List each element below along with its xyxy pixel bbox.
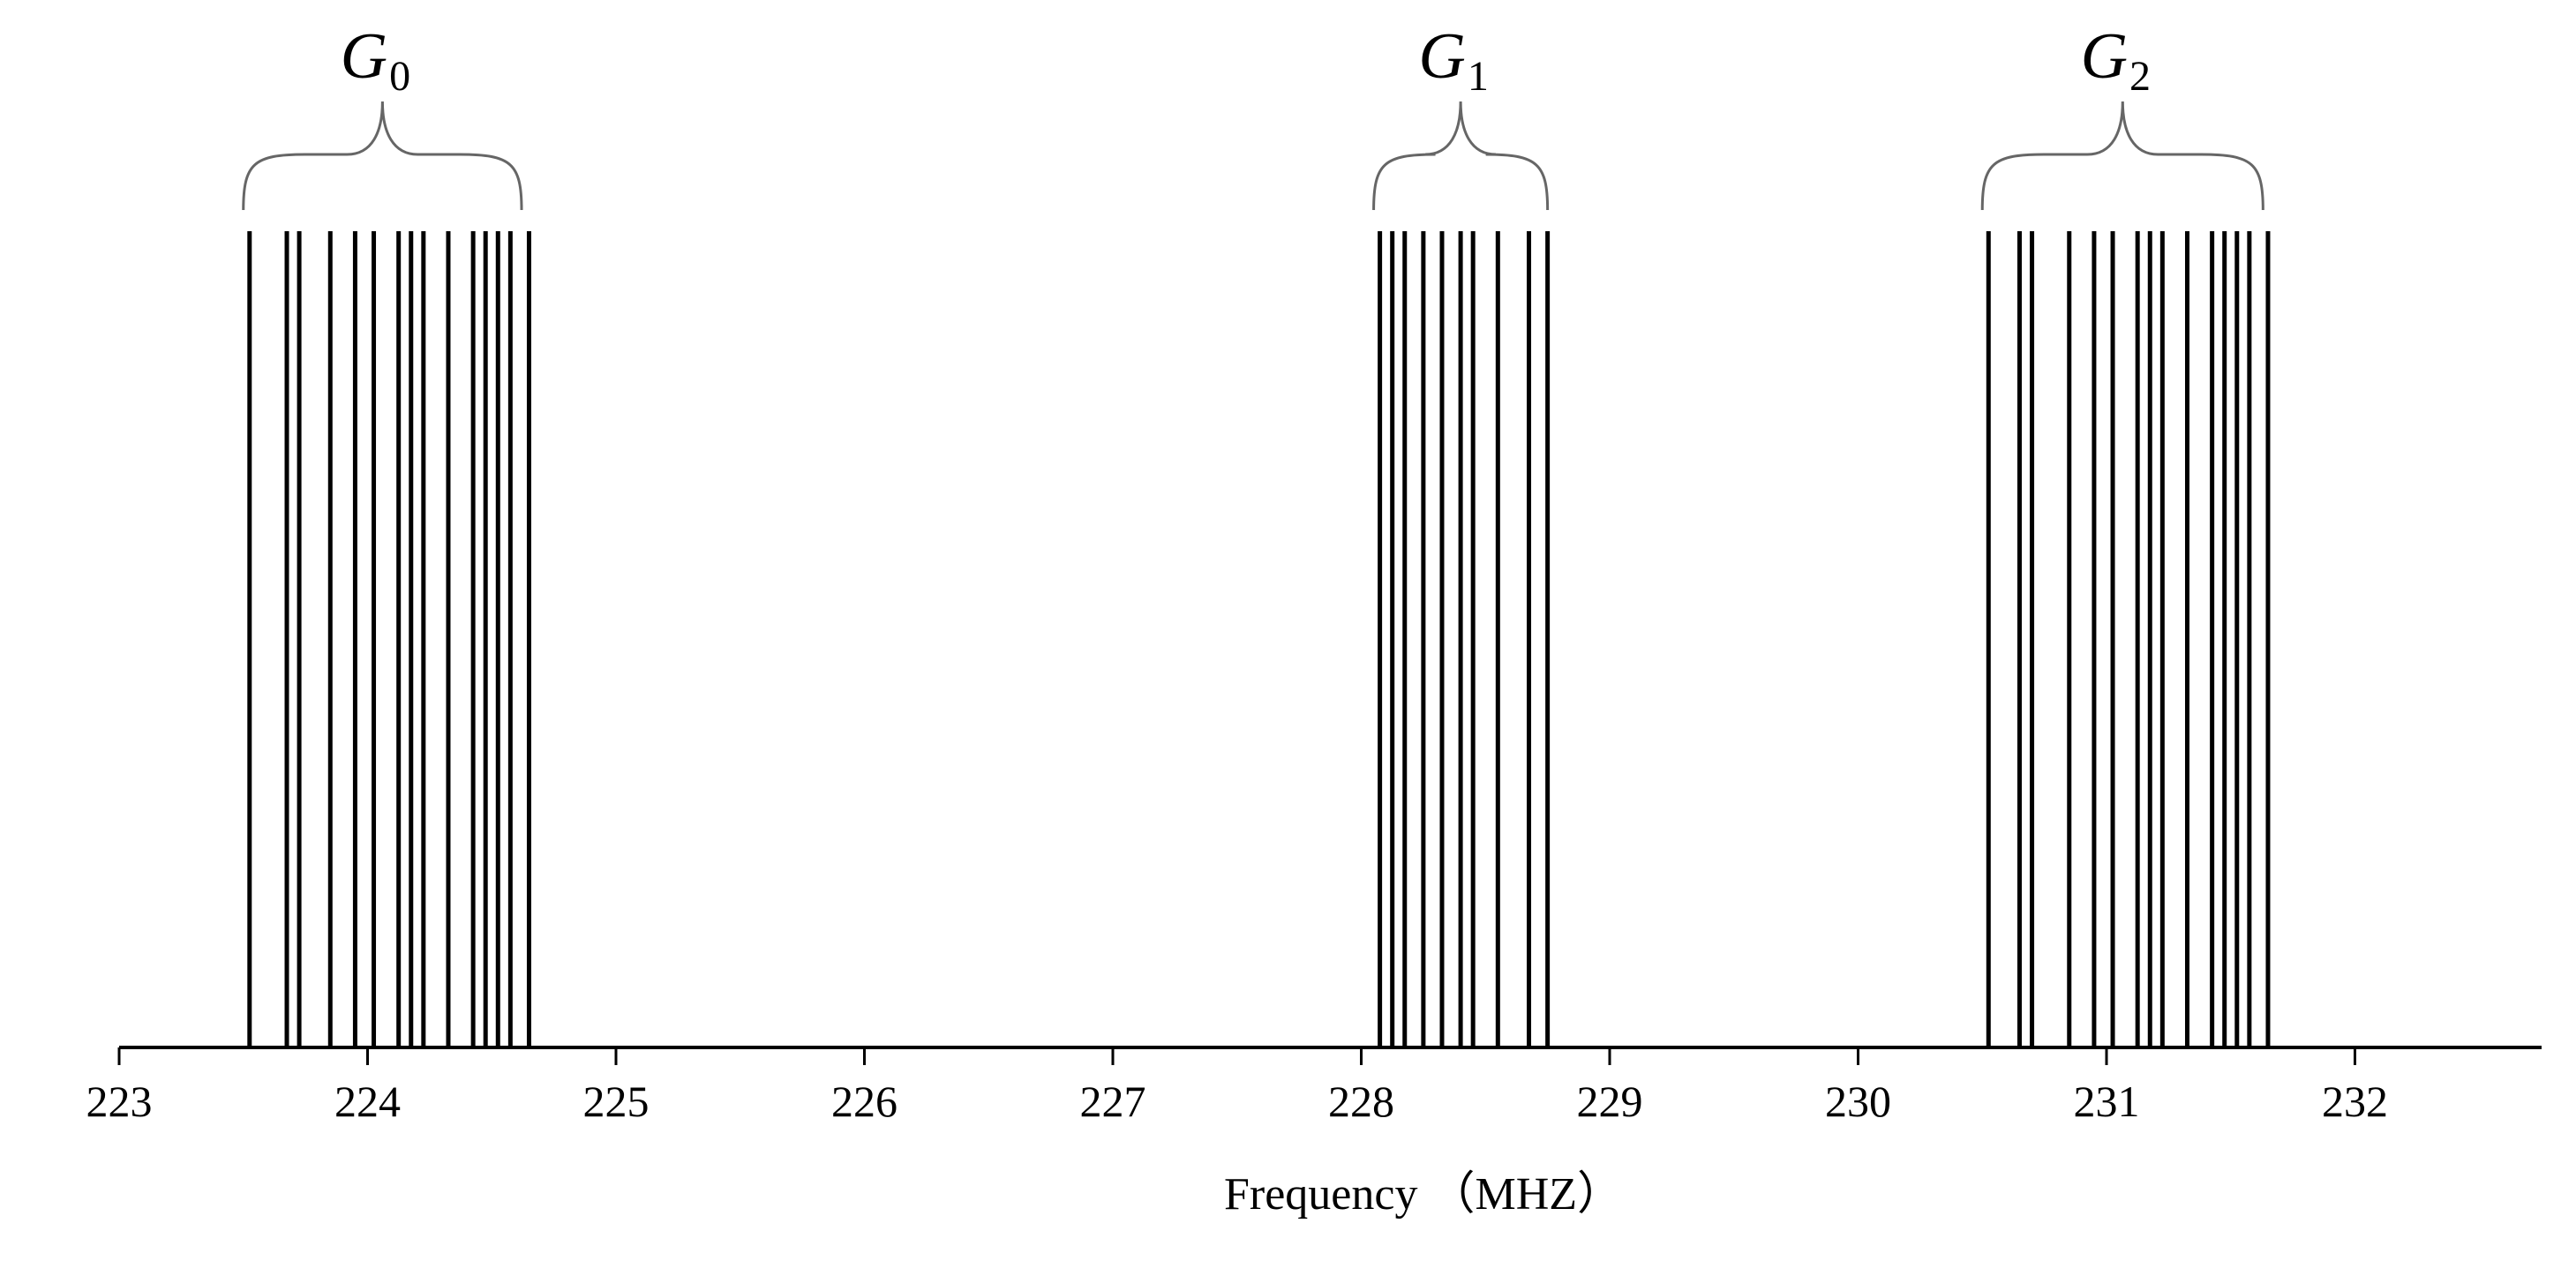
frequency-lines: [247, 231, 2271, 1047]
x-tick-label: 232: [2322, 1077, 2388, 1126]
x-tick-label: 225: [583, 1077, 650, 1126]
x-ticks: 223 224 225 226 227 228 229 230 231 232: [86, 1047, 2388, 1126]
group-label-subscript: 0: [389, 53, 410, 100]
x-tick-label: 229: [1577, 1077, 1643, 1126]
x-tick-label: 227: [1080, 1077, 1146, 1126]
group-label-subscript: 1: [1468, 53, 1489, 100]
group-label: G1: [1418, 20, 1488, 100]
x-tick-label: 224: [334, 1077, 401, 1126]
group-label: G2: [2081, 20, 2151, 100]
x-axis-title: Frequency （MHZ）: [1224, 1169, 1623, 1220]
group-brace: [1372, 101, 1550, 211]
x-tick-label: 230: [1825, 1077, 1891, 1126]
group-brace: [242, 101, 523, 211]
x-tick-label: 231: [2074, 1077, 2140, 1126]
group-label: G0: [341, 20, 410, 100]
x-tick-label: 223: [86, 1077, 153, 1126]
group-brace: [1980, 101, 2264, 211]
group-annotations: G0 G1 G2: [242, 20, 2264, 211]
x-tick-label: 226: [831, 1077, 897, 1126]
group-label-subscript: 2: [2129, 53, 2151, 100]
x-tick-label: 228: [1328, 1077, 1394, 1126]
